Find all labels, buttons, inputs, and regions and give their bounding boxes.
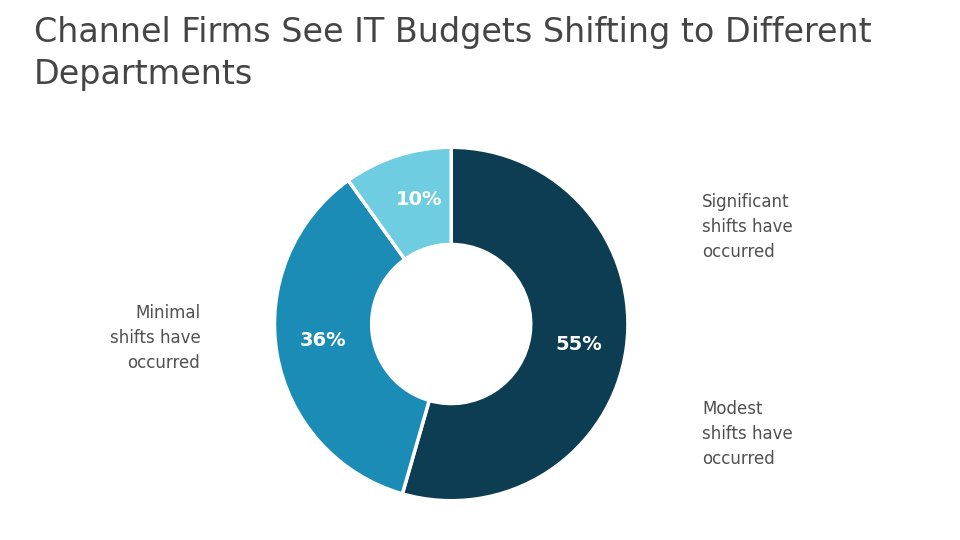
Wedge shape: [402, 147, 628, 501]
Text: Modest
shifts have
occurred: Modest shifts have occurred: [702, 400, 793, 468]
Text: 36%: 36%: [300, 330, 347, 350]
Text: Significant
shifts have
occurred: Significant shifts have occurred: [702, 193, 793, 261]
Text: Minimal
shifts have
occurred: Minimal shifts have occurred: [109, 304, 201, 372]
Text: Channel Firms See IT Budgets Shifting to Different
Departments: Channel Firms See IT Budgets Shifting to…: [34, 16, 872, 91]
Text: 10%: 10%: [396, 190, 443, 208]
Wedge shape: [275, 180, 429, 494]
Text: 55%: 55%: [555, 335, 602, 354]
Wedge shape: [348, 147, 451, 259]
